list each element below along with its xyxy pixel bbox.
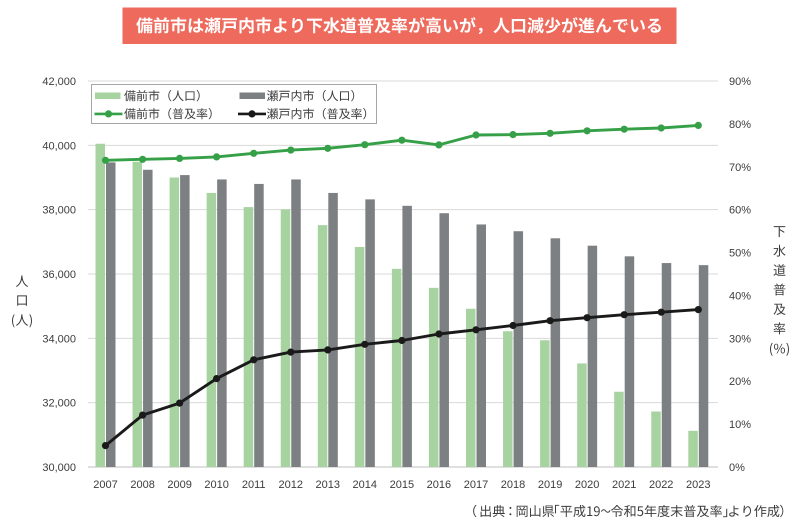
svg-text:2022: 2022 [649, 479, 673, 491]
svg-text:2015: 2015 [390, 479, 414, 491]
svg-text:70%: 70% [729, 162, 751, 174]
svg-text:36,000: 36,000 [42, 269, 76, 281]
svg-text:0%: 0% [729, 462, 745, 474]
svg-text:32,000: 32,000 [42, 398, 76, 410]
svg-text:2019: 2019 [538, 479, 562, 491]
svg-text:90%: 90% [729, 76, 751, 88]
svg-text:20%: 20% [729, 376, 751, 388]
svg-text:2021: 2021 [612, 479, 636, 491]
svg-text:30%: 30% [729, 333, 751, 345]
svg-text:2008: 2008 [130, 479, 154, 491]
svg-text:2023: 2023 [686, 479, 710, 491]
svg-text:2014: 2014 [353, 479, 377, 491]
svg-text:2012: 2012 [279, 479, 303, 491]
svg-text:34,000: 34,000 [42, 333, 76, 345]
svg-text:2016: 2016 [427, 479, 451, 491]
svg-text:30,000: 30,000 [42, 462, 76, 474]
svg-text:40%: 40% [729, 290, 751, 302]
svg-text:2010: 2010 [204, 479, 228, 491]
svg-text:10%: 10% [729, 419, 751, 431]
svg-text:42,000: 42,000 [42, 76, 76, 88]
svg-text:80%: 80% [729, 119, 751, 131]
svg-text:38,000: 38,000 [42, 205, 76, 217]
svg-text:2007: 2007 [93, 479, 117, 491]
svg-text:2018: 2018 [501, 479, 525, 491]
svg-text:2011: 2011 [242, 479, 266, 491]
svg-text:60%: 60% [729, 205, 751, 217]
svg-text:2020: 2020 [575, 479, 599, 491]
svg-text:2013: 2013 [316, 479, 340, 491]
svg-text:2017: 2017 [464, 479, 488, 491]
svg-text:50%: 50% [729, 248, 751, 260]
svg-text:2009: 2009 [167, 479, 191, 491]
svg-text:40,000: 40,000 [42, 140, 76, 152]
